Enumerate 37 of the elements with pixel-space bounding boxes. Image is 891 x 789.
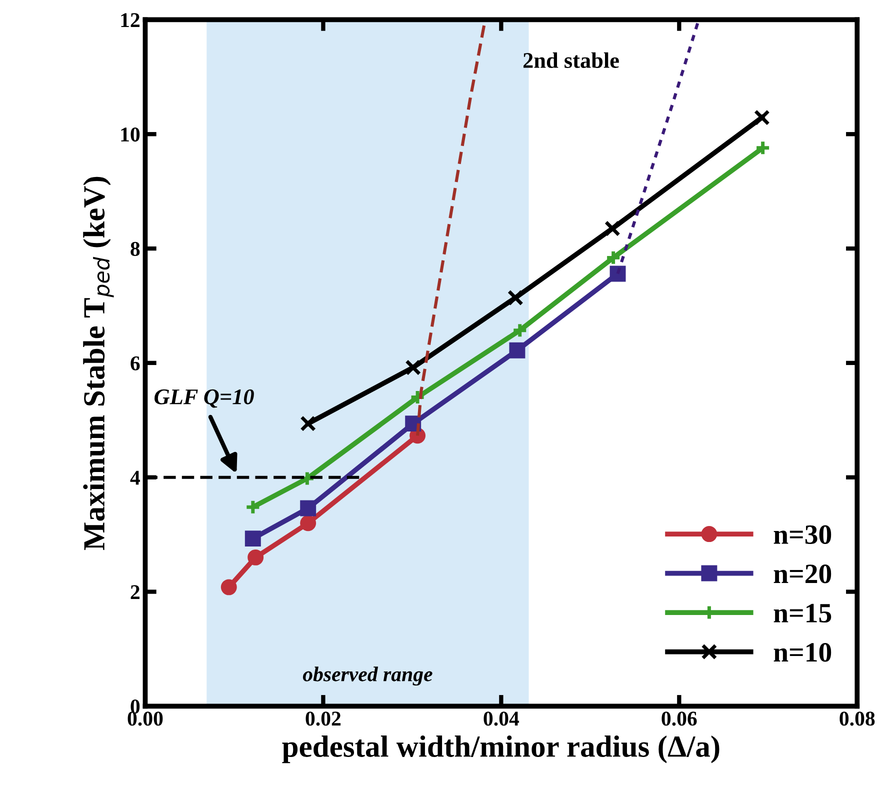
y-tick-label: 4 [130, 470, 140, 485]
x-tick-label: 0.04 [484, 712, 520, 726]
x-tick-label: 0.08 [840, 712, 875, 726]
annotation: 2nd stable [523, 52, 619, 68]
y-tick-label: 12 [121, 13, 140, 27]
point [220, 579, 237, 596]
point [405, 360, 422, 376]
point [754, 140, 771, 156]
legend-label: n=10 [774, 643, 832, 662]
point [244, 530, 261, 547]
point [605, 250, 622, 266]
y-axis-title: Maximum Stable T$_{ped}$ (keV) [83, 176, 114, 550]
x-tick-label: 0.06 [662, 712, 697, 726]
annotation: GLF Q=10 [154, 389, 254, 408]
legend-label: n=20 [774, 564, 832, 584]
y-tick-label: 2 [130, 585, 140, 599]
x-axis-title: pedestal width/minor radius (Δ/a) [282, 735, 720, 764]
x-tick-label: 0.02 [306, 712, 341, 726]
point [512, 322, 528, 338]
point [244, 499, 261, 516]
y-tick-label: 6 [130, 356, 140, 370]
legend-label: n=30 [774, 525, 832, 544]
legend-label: n=15 [774, 604, 832, 623]
point [248, 549, 264, 566]
point [300, 515, 316, 532]
band-label: observed range [302, 666, 432, 686]
point [754, 110, 770, 126]
point [300, 416, 316, 432]
x-tick-label: 0.00 [128, 712, 163, 726]
y-tick-label: 8 [130, 242, 140, 256]
point [410, 389, 426, 406]
y-tick-label: 10 [121, 128, 140, 142]
point [507, 290, 524, 306]
point [604, 220, 620, 236]
point [509, 342, 526, 358]
point [300, 500, 316, 516]
y-tick-label: 0 [130, 700, 140, 714]
